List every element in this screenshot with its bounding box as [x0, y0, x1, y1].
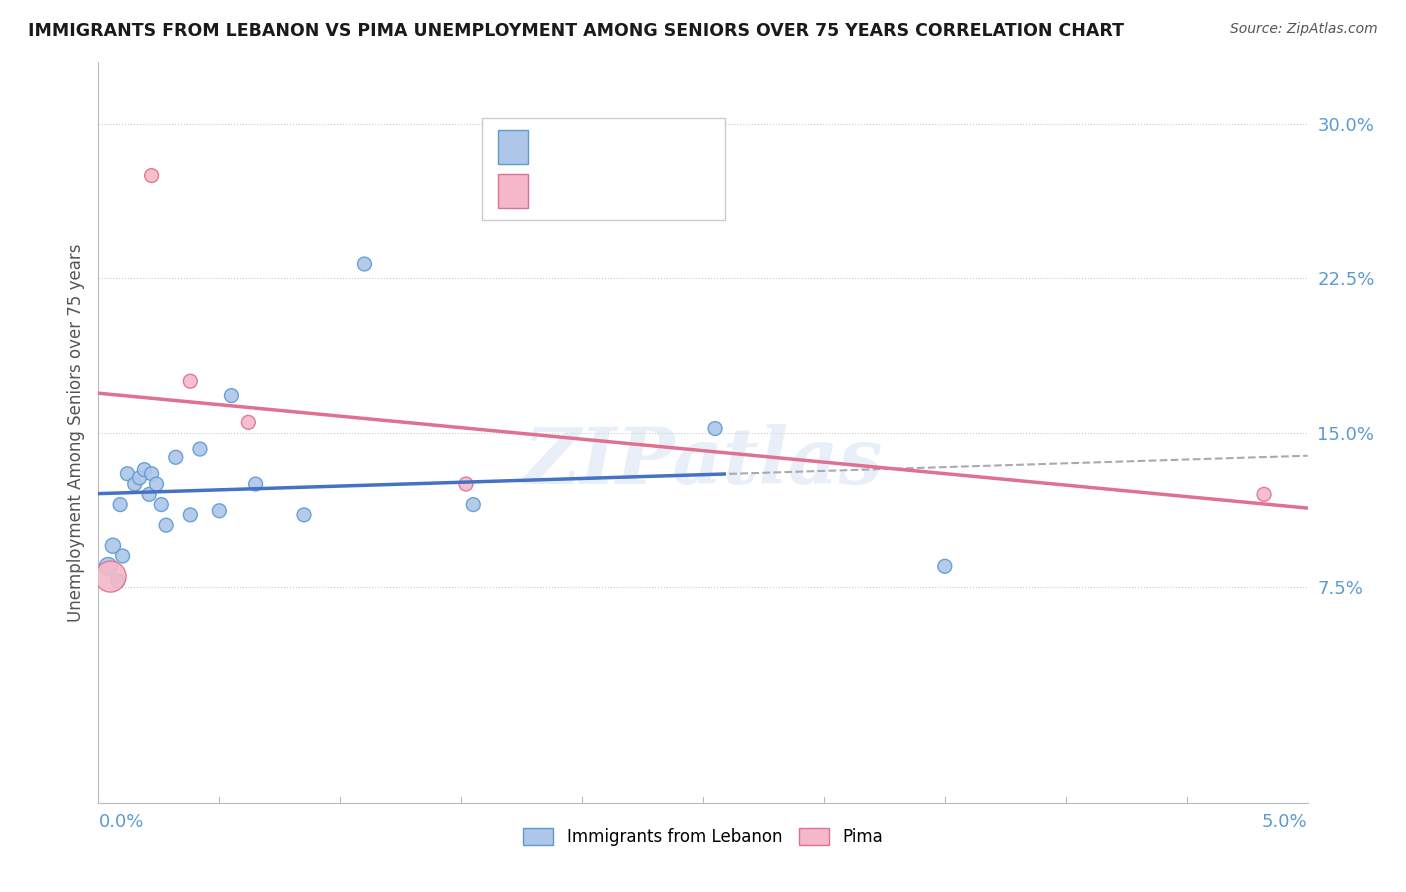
Point: [107, 574, 129, 588]
Point: [155, 518, 177, 533]
Point: [97, 559, 120, 574]
Point: [124, 477, 146, 491]
Point: [117, 467, 139, 481]
Point: [138, 487, 160, 501]
Point: [188, 442, 211, 456]
Text: R =  0.246   N = 23: R = 0.246 N = 23: [540, 137, 702, 156]
Point: [238, 415, 260, 429]
Point: [292, 508, 315, 522]
Legend: Immigrants from Lebanon, Pima: Immigrants from Lebanon, Pima: [523, 828, 883, 847]
Text: 0.0%: 0.0%: [98, 814, 143, 831]
Point: [934, 559, 956, 574]
Text: Source: ZipAtlas.com: Source: ZipAtlas.com: [1230, 22, 1378, 37]
Y-axis label: Unemployment Among Seniors over 75 years: Unemployment Among Seniors over 75 years: [66, 244, 84, 622]
Text: 5.0%: 5.0%: [1263, 814, 1308, 831]
Point: [179, 508, 201, 522]
Point: [704, 421, 727, 435]
Point: [454, 477, 477, 491]
Point: [221, 389, 243, 403]
Point: [463, 498, 485, 512]
Point: [208, 504, 231, 518]
Point: [150, 498, 173, 512]
Point: [145, 477, 167, 491]
Point: [245, 477, 267, 491]
Text: IMMIGRANTS FROM LEBANON VS PIMA UNEMPLOYMENT AMONG SENIORS OVER 75 YEARS CORRELA: IMMIGRANTS FROM LEBANON VS PIMA UNEMPLOY…: [28, 22, 1125, 40]
Point: [141, 467, 163, 481]
Point: [128, 471, 150, 485]
Point: [134, 462, 156, 476]
Point: [1253, 487, 1275, 501]
Point: [101, 539, 124, 553]
Point: [108, 498, 131, 512]
Text: ZIPatlas: ZIPatlas: [523, 424, 883, 500]
Point: [353, 257, 375, 271]
Point: [165, 450, 187, 465]
Point: [179, 374, 201, 388]
Point: [100, 569, 122, 583]
Point: [141, 169, 163, 183]
Point: [111, 549, 134, 563]
Text: R = -0.256   N =  6: R = -0.256 N = 6: [540, 182, 697, 200]
